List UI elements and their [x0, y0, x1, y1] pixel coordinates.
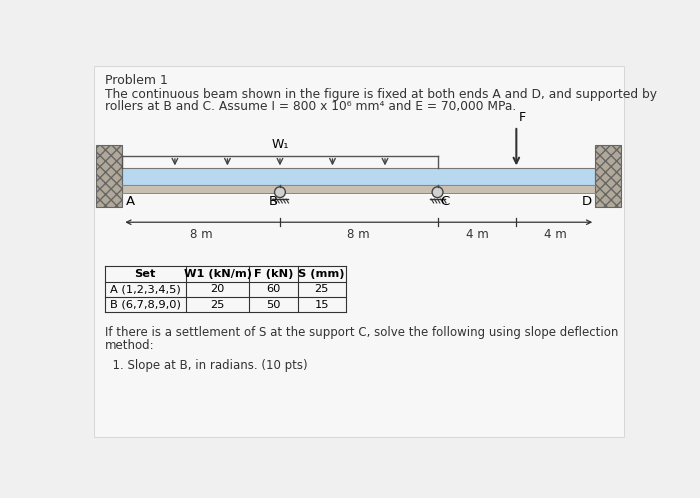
- Text: F: F: [519, 111, 526, 124]
- Text: W1 (kN/m): W1 (kN/m): [183, 269, 252, 279]
- Text: A (1,2,3,4,5): A (1,2,3,4,5): [110, 284, 181, 294]
- Bar: [96, 145, 122, 207]
- Circle shape: [432, 187, 443, 198]
- Text: 8 m: 8 m: [190, 228, 213, 241]
- Text: 1. Slope at B, in radians. (10 pts): 1. Slope at B, in radians. (10 pts): [104, 359, 307, 372]
- Text: W₁: W₁: [272, 138, 288, 151]
- Text: If there is a settlement of S at the support C, solve the following using slope : If there is a settlement of S at the sup…: [104, 326, 618, 339]
- Text: B: B: [269, 195, 278, 208]
- Text: 20: 20: [211, 284, 225, 294]
- Text: Set: Set: [134, 269, 156, 279]
- Text: 15: 15: [314, 300, 329, 310]
- Circle shape: [274, 187, 286, 198]
- Text: S (mm): S (mm): [298, 269, 345, 279]
- Text: C: C: [440, 195, 449, 208]
- Text: Problem 1: Problem 1: [104, 74, 167, 87]
- Bar: [122, 168, 595, 185]
- Bar: [595, 145, 622, 207]
- Text: The continuous beam shown in the figure is fixed at both ends A and D, and suppo: The continuous beam shown in the figure …: [104, 88, 657, 101]
- Text: 4 m: 4 m: [466, 228, 489, 241]
- Text: 8 m: 8 m: [347, 228, 370, 241]
- Text: D: D: [582, 195, 592, 208]
- Text: 60: 60: [266, 284, 281, 294]
- Text: method:: method:: [104, 339, 154, 352]
- Text: 25: 25: [314, 284, 329, 294]
- Bar: [122, 185, 595, 193]
- Text: 50: 50: [266, 300, 281, 310]
- Text: rollers at B and C. Assume I = 800 x 10⁶ mm⁴ and E = 70,000 MPa.: rollers at B and C. Assume I = 800 x 10⁶…: [104, 100, 516, 113]
- Text: B (6,7,8,9,0): B (6,7,8,9,0): [110, 300, 181, 310]
- Text: 4 m: 4 m: [545, 228, 567, 241]
- Text: 25: 25: [211, 300, 225, 310]
- Text: A: A: [126, 195, 135, 208]
- Text: F (kN): F (kN): [254, 269, 293, 279]
